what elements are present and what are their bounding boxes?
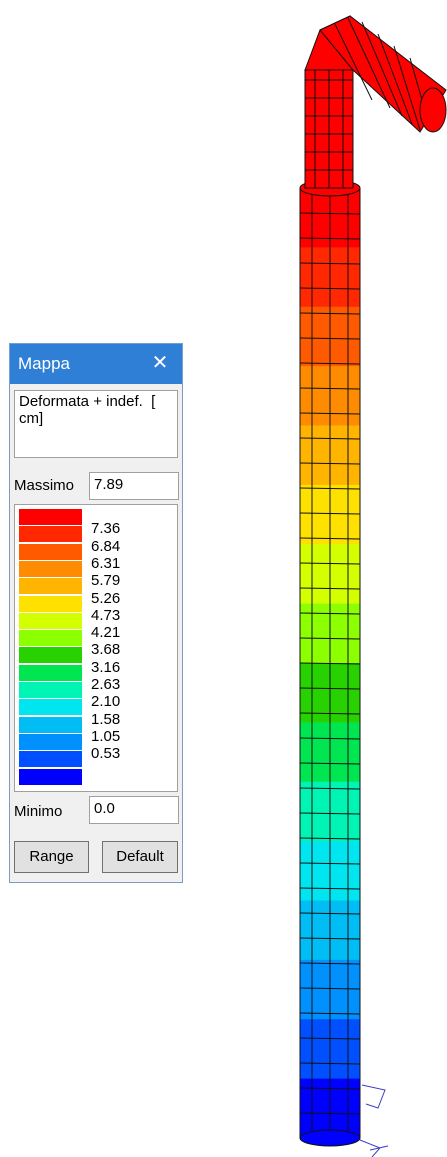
scale-tick-label: 0.53 bbox=[91, 745, 121, 763]
mesh-line bbox=[347, 17, 391, 109]
close-icon[interactable]: ✕ bbox=[151, 352, 169, 374]
scale-tick-label: 2.63 bbox=[91, 676, 121, 693]
color-scale: 7.36 6.84 6.31 5.79 5.26 4.73 4.21 3.68 3.16 2.63… bbox=[14, 504, 178, 792]
max-label: Massimo bbox=[14, 477, 75, 494]
color-swatch bbox=[19, 595, 82, 612]
color-swatch bbox=[19, 699, 82, 716]
min-label: Minimo bbox=[14, 803, 63, 820]
scale-tick-label: 3.68 bbox=[91, 641, 121, 659]
color-swatch bbox=[19, 751, 82, 768]
color-swatch bbox=[19, 647, 82, 664]
color-swatch bbox=[19, 733, 82, 750]
scale-tick-label: 1.05 bbox=[91, 727, 121, 745]
scale-tick-label: 4.21 bbox=[91, 624, 121, 642]
scale-tick-label: 1.58 bbox=[91, 710, 121, 728]
legend-titlebar[interactable]: Mappa ✕ bbox=[10, 344, 182, 384]
color-swatch bbox=[19, 682, 82, 698]
legend-title: Mappa bbox=[18, 354, 70, 373]
scale-tick-label: 5.26 bbox=[91, 589, 121, 607]
color-swatch bbox=[19, 716, 82, 733]
mesh-line bbox=[377, 33, 413, 125]
scale-tick-label: 6.84 bbox=[91, 537, 121, 555]
scale-tick-label: 2.10 bbox=[91, 693, 121, 711]
result-description: Deformata + indef. [ cm] bbox=[14, 390, 178, 458]
color-swatch bbox=[19, 612, 82, 629]
scale-tick-label: 6.31 bbox=[91, 554, 121, 572]
min-value-field[interactable]: 0.0 bbox=[89, 796, 179, 824]
color-swatch bbox=[19, 526, 82, 543]
color-swatch bbox=[19, 560, 82, 577]
mesh-line bbox=[361, 21, 403, 117]
color-swatch bbox=[19, 630, 82, 647]
mesh-line bbox=[334, 23, 373, 101]
arm-end-cap bbox=[419, 87, 447, 133]
support-symbol bbox=[369, 1145, 389, 1151]
color-swatch bbox=[19, 543, 82, 560]
max-value-field[interactable]: 7.89 bbox=[89, 472, 179, 500]
range-button[interactable]: Range bbox=[14, 841, 89, 873]
mesh-line bbox=[393, 45, 421, 131]
default-button[interactable]: Default bbox=[102, 841, 178, 873]
support-symbol bbox=[361, 1084, 386, 1109]
color-swatch bbox=[19, 578, 82, 595]
scale-tick-label: 5.79 bbox=[91, 572, 121, 590]
color-swatch bbox=[19, 768, 82, 785]
legend-panel: Mappa ✕ Deformata + indef. [ cm] Massimo… bbox=[9, 343, 183, 883]
color-swatch bbox=[19, 664, 82, 681]
scale-tick-label: 7.36 bbox=[91, 520, 121, 538]
column-base bbox=[299, 1129, 361, 1147]
scale-tick-label: 3.16 bbox=[91, 658, 121, 676]
color-swatch bbox=[19, 509, 82, 525]
scale-tick-label: 4.73 bbox=[91, 606, 121, 624]
